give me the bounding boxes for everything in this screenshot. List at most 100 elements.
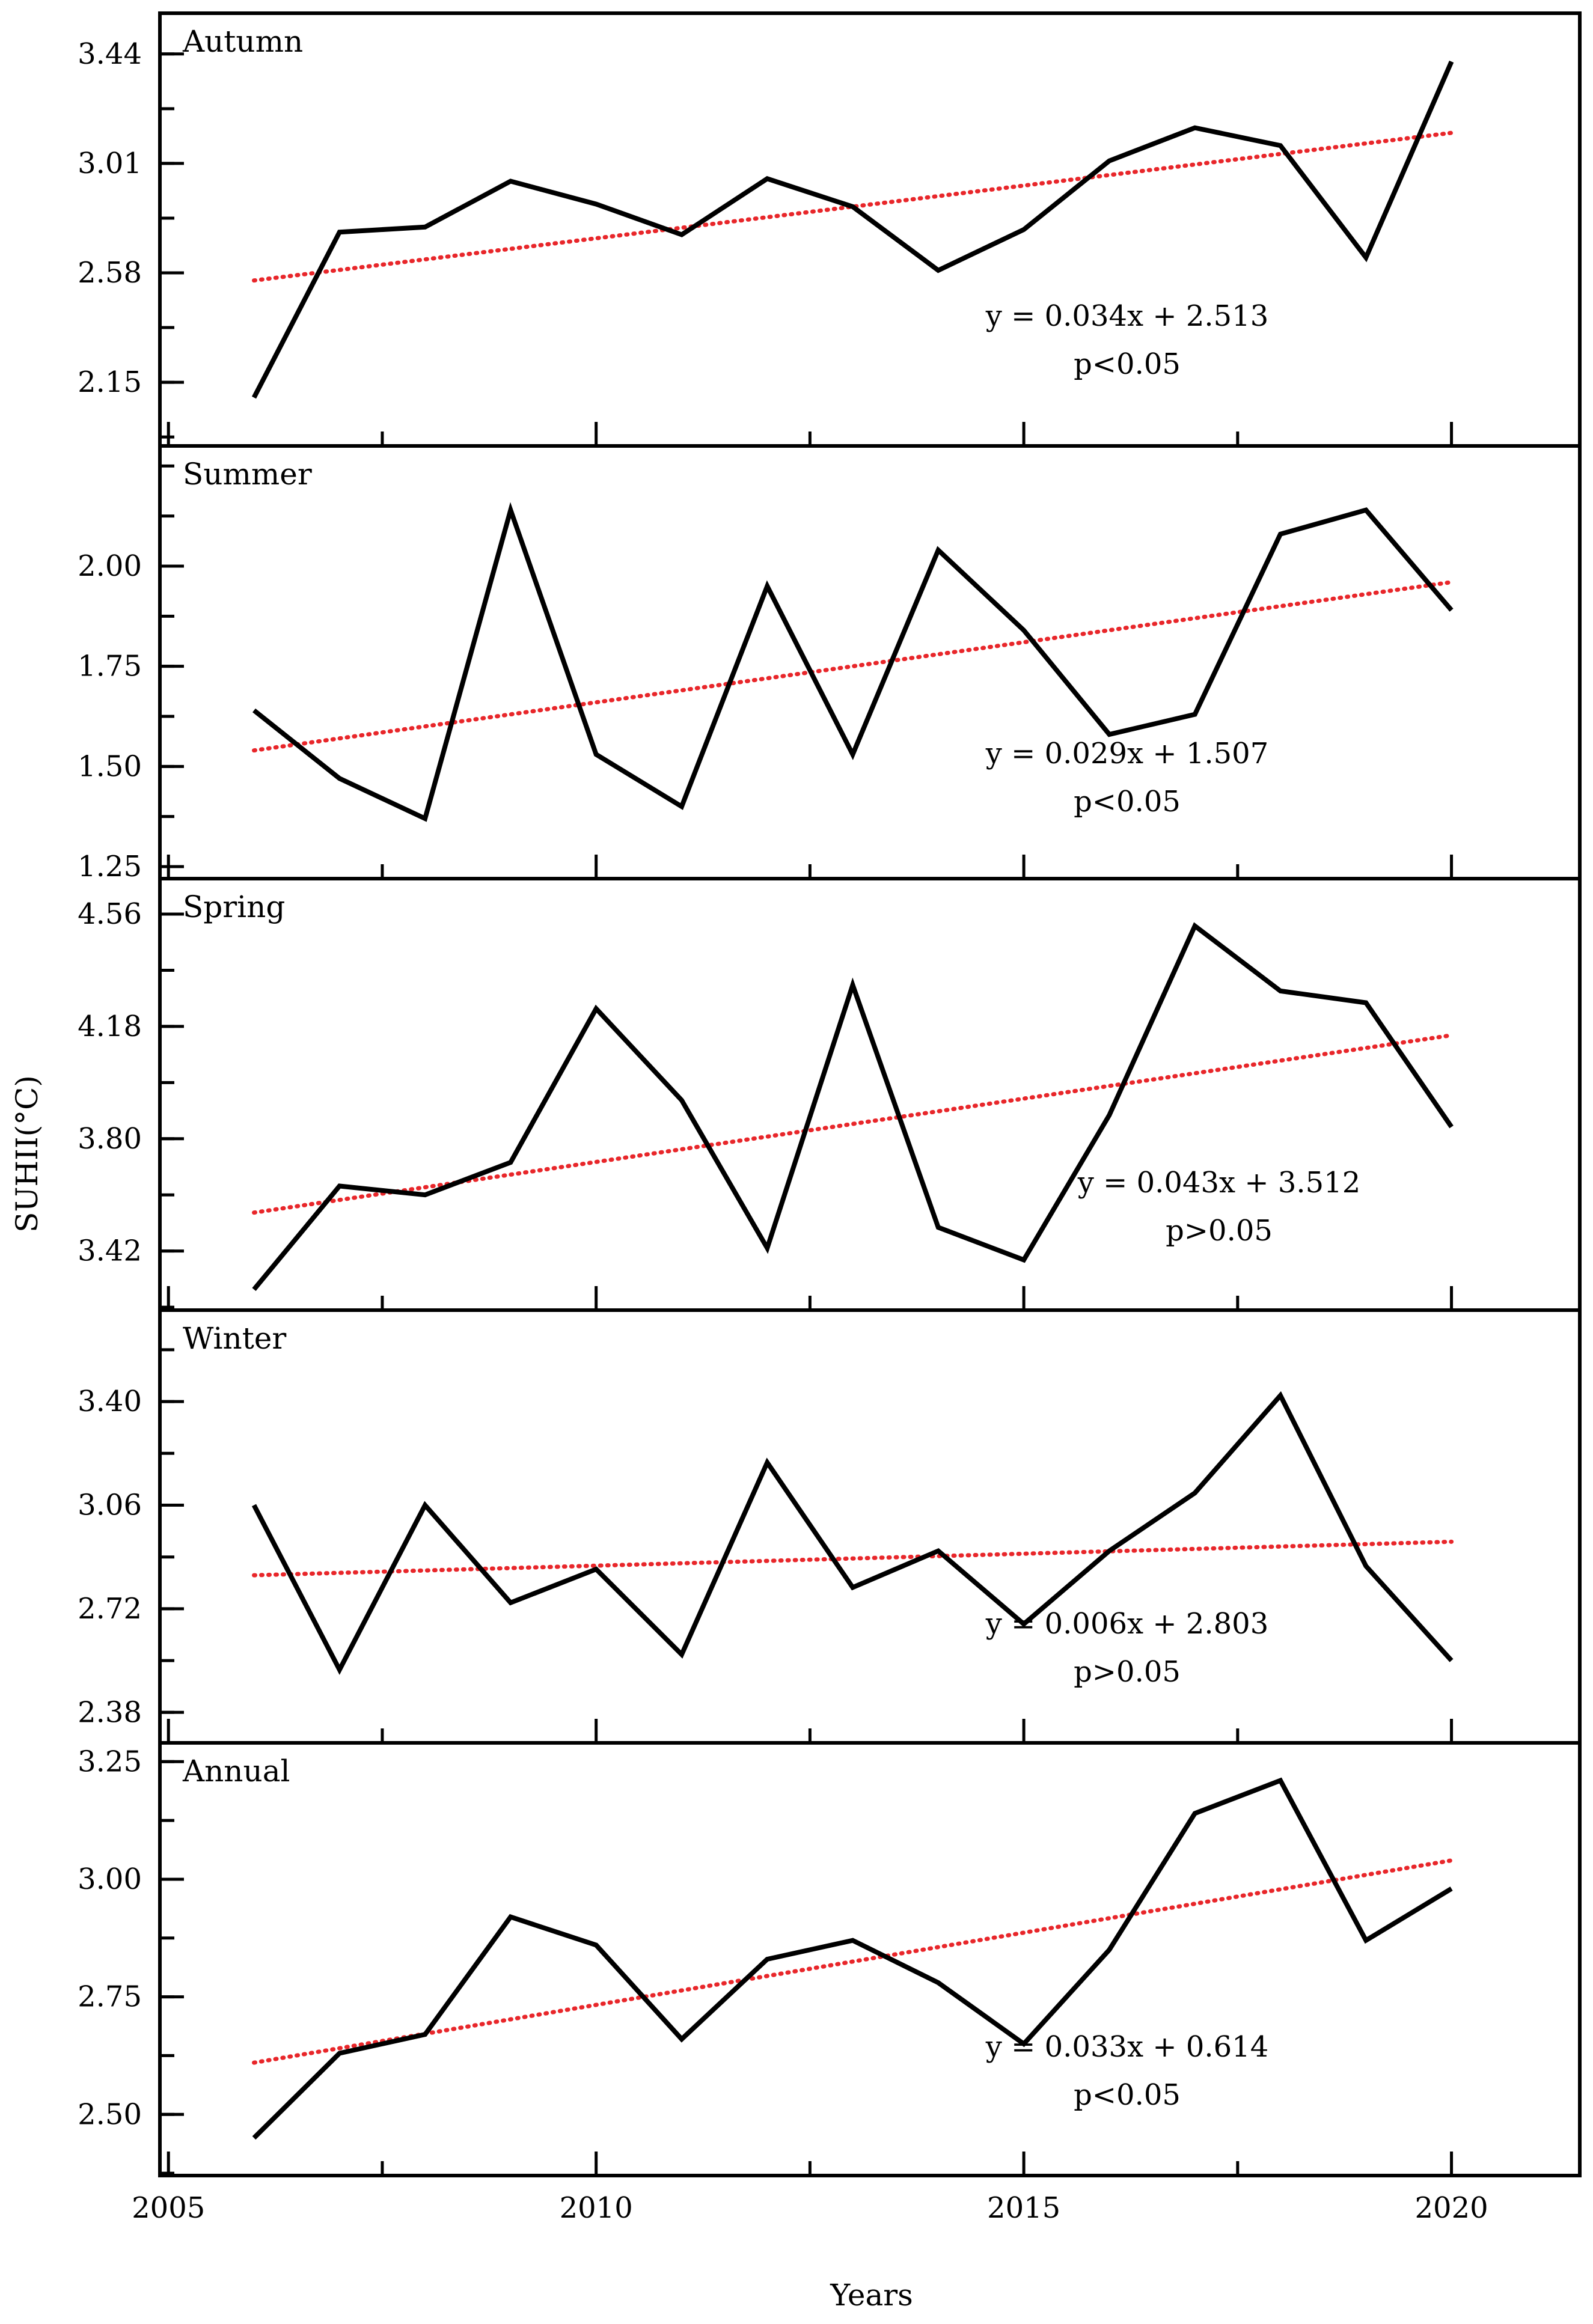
p-value: p<0.05 xyxy=(1074,2078,1181,2112)
series-line xyxy=(251,60,1454,399)
data-point xyxy=(1107,1112,1111,1117)
data-point xyxy=(765,176,769,181)
y-tick-label: 3.40 xyxy=(78,1385,142,1418)
panel-frame xyxy=(158,1308,1582,1745)
series-line xyxy=(252,922,1454,1292)
data-point xyxy=(423,1503,427,1508)
data-point xyxy=(594,202,599,207)
data-point xyxy=(337,230,342,234)
data-point xyxy=(423,1192,427,1197)
data-point xyxy=(508,1160,513,1165)
data-point xyxy=(1193,712,1197,717)
panel-label: Winter xyxy=(183,1321,286,1356)
panel-winter: 2.38 2.72 3.06 3.40 Winter y = 0.006x + 2.803… xyxy=(78,1308,1582,1745)
y-tick-label: 2.38 xyxy=(78,1695,142,1729)
data-point xyxy=(765,1957,769,1962)
series-line xyxy=(252,502,1454,822)
data-point xyxy=(252,2135,257,2140)
data-point xyxy=(594,1567,599,1572)
data-point xyxy=(252,708,257,713)
panel-frame xyxy=(158,1741,1582,2177)
x-axis-title: Years xyxy=(830,2278,913,2313)
y-tick-label: 2.50 xyxy=(78,2097,142,2131)
trend-line xyxy=(252,580,1454,753)
data-point xyxy=(1363,1938,1368,1943)
data-point xyxy=(508,508,513,513)
data-point xyxy=(252,395,257,400)
data-point xyxy=(936,1980,941,1985)
p-value: p>0.05 xyxy=(1166,1214,1273,1248)
y-tick-label: 1.50 xyxy=(78,749,142,783)
data-point xyxy=(1021,628,1026,633)
data-point xyxy=(1278,1393,1283,1398)
data-point xyxy=(1021,1257,1026,1262)
y-tick-label: 4.56 xyxy=(78,897,142,931)
data-point xyxy=(679,2037,684,2042)
data-point xyxy=(337,1183,342,1188)
data-point xyxy=(936,1225,941,1230)
y-tick-label: 2.58 xyxy=(78,256,142,290)
data-point xyxy=(936,547,941,552)
data-point xyxy=(851,752,855,757)
data-point xyxy=(337,776,342,781)
data-point xyxy=(1021,227,1026,232)
y-tick-label: 3.44 xyxy=(78,37,142,71)
trend-line xyxy=(252,130,1454,283)
p-value: p<0.05 xyxy=(1074,347,1181,381)
y-tick-label: 2.15 xyxy=(78,365,142,399)
data-point xyxy=(1449,1124,1454,1129)
data-point xyxy=(765,1460,769,1465)
data-point xyxy=(508,179,513,184)
x-tick-label: 2015 xyxy=(987,2191,1060,2225)
y-tick-label: 3.42 xyxy=(78,1234,142,1268)
data-point xyxy=(1278,532,1283,537)
data-point xyxy=(252,1287,257,1292)
data-point xyxy=(1449,59,1454,64)
y-tick-label: 1.75 xyxy=(78,650,142,683)
data-point xyxy=(765,584,769,588)
y-axis-title: SUHII(°C) xyxy=(10,1075,44,1233)
y-tick-label: 4.18 xyxy=(78,1010,142,1043)
panel-label: Annual xyxy=(182,1754,290,1789)
y-tick-label: 3.06 xyxy=(78,1489,142,1522)
y-tick-label: 3.00 xyxy=(78,1862,142,1896)
data-point xyxy=(1363,255,1368,260)
data-point xyxy=(1449,608,1454,612)
data-point xyxy=(1107,1947,1111,1952)
data-point xyxy=(1193,126,1197,130)
data-point xyxy=(423,816,427,821)
p-value: p<0.05 xyxy=(1074,785,1181,819)
panel-label: Autumn xyxy=(182,24,303,59)
data-point xyxy=(936,1549,941,1554)
y-tick-label: 2.72 xyxy=(78,1592,142,1626)
trend-line xyxy=(252,1539,1454,1578)
data-point xyxy=(1363,1001,1368,1005)
data-point xyxy=(1193,1490,1197,1495)
panel-annual: 2.50 2.75 3.00 3.25 Annual y = 0.033x + 0.614… xyxy=(78,1741,1582,2177)
data-point xyxy=(1278,143,1283,148)
data-point xyxy=(679,1098,684,1103)
data-point xyxy=(594,1943,599,1948)
panel-autumn: 2.15 2.58 3.01 3.44 Autumn y = 0.034x + 2.513… xyxy=(78,11,1582,448)
y-tick-label: 1.25 xyxy=(78,850,142,883)
data-point xyxy=(851,204,855,209)
data-point xyxy=(679,232,684,237)
trend-equation: y = 0.006x + 2.803 xyxy=(985,1607,1268,1641)
data-point xyxy=(423,2032,427,2037)
data-point xyxy=(1107,159,1111,163)
data-point xyxy=(851,1938,855,1943)
data-point xyxy=(1278,989,1283,993)
panel-frame xyxy=(158,877,1582,1312)
data-point xyxy=(423,225,427,230)
p-value: p>0.05 xyxy=(1074,1655,1181,1689)
data-point xyxy=(594,752,599,757)
x-axis: 2005 2010 2015 2020 xyxy=(132,2191,1488,2225)
panel-spring: 3.42 3.80 4.18 4.56 Spring y = 0.043x + 3.512… xyxy=(78,877,1582,1312)
series-line xyxy=(251,1391,1454,1675)
data-point xyxy=(1449,1886,1454,1891)
y-tick-label: 2.00 xyxy=(78,549,142,583)
data-point xyxy=(508,1600,513,1605)
data-point xyxy=(1193,924,1197,929)
